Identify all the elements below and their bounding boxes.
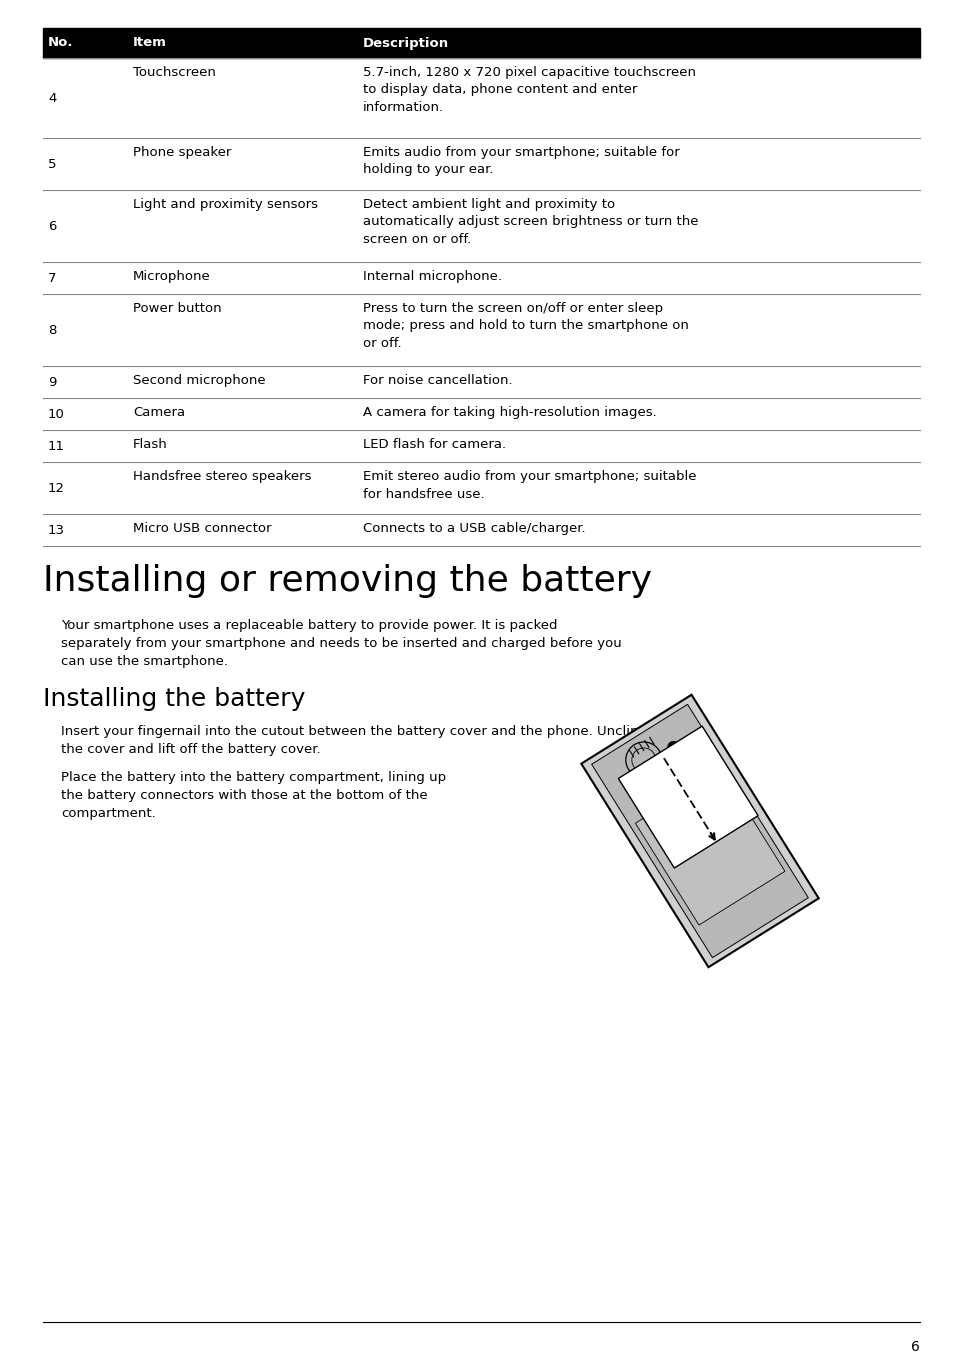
Text: 11: 11 xyxy=(48,439,65,453)
Polygon shape xyxy=(580,695,818,967)
Polygon shape xyxy=(635,769,784,925)
Text: Installing or removing the battery: Installing or removing the battery xyxy=(43,564,651,598)
Text: Camera: Camera xyxy=(132,406,185,419)
Text: 10: 10 xyxy=(48,407,65,420)
Text: Second microphone: Second microphone xyxy=(132,375,265,387)
Text: 13: 13 xyxy=(48,523,65,537)
Text: Phone speaker: Phone speaker xyxy=(132,146,232,160)
Text: Emits audio from your smartphone; suitable for
holding to your ear.: Emits audio from your smartphone; suitab… xyxy=(363,146,679,177)
Circle shape xyxy=(667,741,679,753)
Text: Micro USB connector: Micro USB connector xyxy=(132,522,272,535)
Text: Power button: Power button xyxy=(132,301,221,315)
Text: Installing the battery: Installing the battery xyxy=(43,687,305,711)
Text: Press to turn the screen on/off or enter sleep
mode; press and hold to turn the : Press to turn the screen on/off or enter… xyxy=(363,301,688,350)
Text: Place the battery into the battery compartment, lining up
the battery connectors: Place the battery into the battery compa… xyxy=(61,771,446,821)
Text: 12: 12 xyxy=(48,481,65,495)
Text: 5: 5 xyxy=(48,157,56,170)
Text: 5.7-inch, 1280 x 720 pixel capacitive touchscreen
to display data, phone content: 5.7-inch, 1280 x 720 pixel capacitive to… xyxy=(363,66,696,114)
Text: Description: Description xyxy=(363,37,449,50)
Text: Detect ambient light and proximity to
automatically adjust screen brightness or : Detect ambient light and proximity to au… xyxy=(363,197,698,246)
Text: 6: 6 xyxy=(48,219,56,233)
Text: Handsfree stereo speakers: Handsfree stereo speakers xyxy=(132,470,312,483)
Text: A camera for taking high-resolution images.: A camera for taking high-resolution imag… xyxy=(363,406,656,419)
Text: LED flash for camera.: LED flash for camera. xyxy=(363,438,506,452)
Text: Your smartphone uses a replaceable battery to provide power. It is packed
separa: Your smartphone uses a replaceable batte… xyxy=(61,619,621,668)
Text: Flash: Flash xyxy=(132,438,168,452)
Text: Microphone: Microphone xyxy=(132,270,211,283)
Text: For noise cancellation.: For noise cancellation. xyxy=(363,375,512,387)
Text: 9: 9 xyxy=(48,376,56,388)
Polygon shape xyxy=(591,704,807,957)
Bar xyxy=(43,28,919,58)
Text: Emit stereo audio from your smartphone; suitable
for handsfree use.: Emit stereo audio from your smartphone; … xyxy=(363,470,696,500)
Text: Item: Item xyxy=(132,37,167,50)
Text: No.: No. xyxy=(48,37,73,50)
Polygon shape xyxy=(618,726,758,868)
Text: 7: 7 xyxy=(48,272,56,284)
Text: 4: 4 xyxy=(48,92,56,104)
Text: Internal microphone.: Internal microphone. xyxy=(363,270,501,283)
Text: 8: 8 xyxy=(48,323,56,337)
Text: Insert your fingernail into the cutout between the battery cover and the phone. : Insert your fingernail into the cutout b… xyxy=(61,725,638,756)
Text: 6: 6 xyxy=(910,1340,919,1352)
Text: Connects to a USB cable/charger.: Connects to a USB cable/charger. xyxy=(363,522,585,535)
Text: Light and proximity sensors: Light and proximity sensors xyxy=(132,197,317,211)
Text: Touchscreen: Touchscreen xyxy=(132,66,215,78)
